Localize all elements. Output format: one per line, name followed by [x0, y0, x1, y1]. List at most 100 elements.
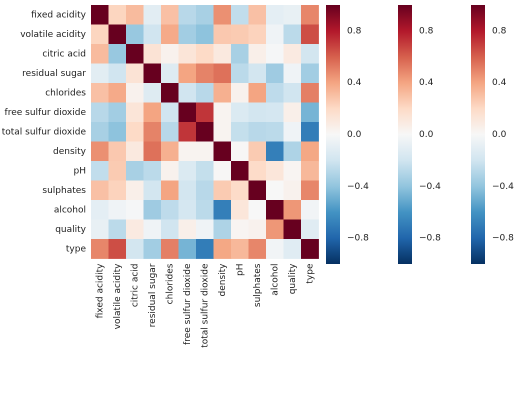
heatmap-cell-total-sulfur-dioxide-fixed-acidity [91, 122, 109, 142]
x-tick-label-volatile-acidity: volatile acidity [113, 263, 123, 329]
heatmap-cell-sulphates-free-sulfur-dioxide [178, 180, 197, 201]
x-tick-label-sulphates: sulphates [253, 263, 263, 307]
heatmap-cell-citric-acid-quality [283, 44, 302, 64]
heatmap-cell-volatile-acidity-type [301, 24, 319, 45]
heatmap-cell-citric-acid-pH [231, 44, 249, 64]
y-tick-label-free-sulfur-dioxide: free sulfur dioxide [5, 108, 87, 118]
x-tick-label-quality: quality [288, 263, 298, 294]
x-tick-label-free-sulfur-dioxide: free sulfur dioxide [183, 263, 193, 345]
heatmap-cell-free-sulfur-dioxide-quality [283, 102, 302, 123]
heatmap-cell-chlorides-free-sulfur-dioxide [178, 83, 197, 103]
heatmap-cell-total-sulfur-dioxide-alcohol [266, 122, 284, 142]
heatmap-cell-alcohol-volatile-acidity [108, 200, 127, 220]
heatmap-cell-total-sulfur-dioxide-density [213, 122, 232, 142]
heatmap-cell-quality-residual-sugar [143, 219, 162, 240]
heatmap-cell-sulphates-pH [231, 180, 249, 201]
heatmap-cell-citric-acid-total-sulfur-dioxide [196, 44, 214, 64]
colorbar-2 [398, 5, 412, 264]
x-axis-labels: fixed acidity volatile acidity citric acid… [95, 263, 315, 348]
heatmap-cell-volatile-acidity-total-sulfur-dioxide [196, 24, 214, 45]
y-axis-labels: fixed acidity volatile acidity citric acid… [2, 10, 87, 254]
heatmap-cell-density-alcohol [266, 141, 284, 162]
heatmap-cell-volatile-acidity-volatile-acidity [108, 24, 127, 45]
heatmap-cell-free-sulfur-dioxide-free-sulfur-dioxide [178, 102, 197, 123]
heatmap-cell-fixed-acidity-total-sulfur-dioxide [196, 5, 214, 25]
heatmap-cell-density-density [213, 141, 232, 162]
heatmap-cell-volatile-acidity-quality [283, 24, 302, 45]
heatmap-cell-fixed-acidity-density [213, 5, 232, 25]
heatmap-cell-sulphates-quality [283, 180, 302, 201]
colorbar-3 [471, 5, 485, 264]
heatmap-cell-fixed-acidity-free-sulfur-dioxide [178, 5, 197, 25]
heatmap-cell-free-sulfur-dioxide-density [213, 102, 232, 123]
heatmap-cell-volatile-acidity-citric-acid [126, 24, 144, 45]
heatmap-cell-pH-quality [283, 161, 302, 181]
heatmap-cell-type-total-sulfur-dioxide [196, 239, 214, 259]
heatmap-cell-total-sulfur-dioxide-total-sulfur-dioxide [196, 122, 214, 142]
x-tick-label-chlorides: chlorides [165, 263, 175, 304]
heatmap-cell-density-sulphates [248, 141, 267, 162]
heatmap-cell-chlorides-pH [231, 83, 249, 103]
heatmap-cell-citric-acid-sulphates [248, 44, 267, 64]
heatmap-cell-quality-pH [231, 219, 249, 240]
heatmap-cell-free-sulfur-dioxide-residual-sugar [143, 102, 162, 123]
colorbar-3-tick-label: 0.0 [492, 130, 507, 140]
heatmap-cell-type-type [301, 239, 319, 259]
heatmap-cell-sulphates-total-sulfur-dioxide [196, 180, 214, 201]
heatmap-cell-density-total-sulfur-dioxide [196, 141, 214, 162]
x-tick-label-density: density [218, 263, 228, 297]
colorbar-3-tick-label: −0.4 [492, 182, 514, 192]
heatmap-cell-alcohol-free-sulfur-dioxide [178, 200, 197, 220]
heatmap-cell-alcohol-density [213, 200, 232, 220]
heatmap-cell-total-sulfur-dioxide-free-sulfur-dioxide [178, 122, 197, 142]
heatmap-cell-alcohol-total-sulfur-dioxide [196, 200, 214, 220]
heatmap-cell-pH-citric-acid [126, 161, 144, 181]
heatmap-cell-fixed-acidity-type [301, 5, 319, 25]
y-tick-label-density: density [53, 147, 87, 157]
y-tick-label-pH: pH [74, 166, 86, 176]
heatmap-cell-chlorides-residual-sugar [143, 83, 162, 103]
heatmap-cell-chlorides-chlorides [161, 83, 179, 103]
heatmap-cell-pH-alcohol [266, 161, 284, 181]
heatmap-cell-citric-acid-alcohol [266, 44, 284, 64]
heatmap-cell-pH-chlorides [161, 161, 179, 181]
y-tick-label-chlorides: chlorides [45, 88, 86, 98]
y-tick-label-fixed-acidity: fixed acidity [31, 10, 87, 20]
heatmap-cell-density-pH [231, 141, 249, 162]
heatmap-cell-residual-sugar-fixed-acidity [91, 63, 109, 84]
heatmap-cell-free-sulfur-dioxide-total-sulfur-dioxide [196, 102, 214, 123]
heatmap-cell-fixed-acidity-chlorides [161, 5, 179, 25]
heatmap-cell-citric-acid-residual-sugar [143, 44, 162, 64]
heatmap-cell-quality-density [213, 219, 232, 240]
x-tick-label-citric-acid: citric acid [130, 264, 140, 308]
y-tick-label-quality: quality [55, 225, 86, 235]
colorbar-1-tick-label: −0.4 [347, 182, 369, 192]
heatmap-cell-volatile-acidity-density [213, 24, 232, 45]
heatmap-cell-fixed-acidity-fixed-acidity [91, 5, 109, 25]
heatmap-cell-citric-acid-citric-acid [126, 44, 144, 64]
heatmap-cell-type-fixed-acidity [91, 239, 109, 259]
heatmap-cell-residual-sugar-quality [283, 63, 302, 84]
heatmap-cell-pH-sulphates [248, 161, 267, 181]
heatmap-cell-density-volatile-acidity [108, 141, 127, 162]
heatmap-cell-residual-sugar-density [213, 63, 232, 84]
y-tick-label-residual-sugar: residual sugar [22, 69, 86, 79]
heatmap-cell-pH-density [213, 161, 232, 181]
heatmap-cells [91, 5, 319, 259]
heatmap-cell-citric-acid-density [213, 44, 232, 64]
colorbar-2-tick-label: 0.8 [419, 26, 434, 36]
heatmap-cell-type-alcohol [266, 239, 284, 259]
heatmap-cell-sulphates-citric-acid [126, 180, 144, 201]
heatmap-cell-pH-pH [231, 161, 249, 181]
heatmap-cell-residual-sugar-citric-acid [126, 63, 144, 84]
x-tick-label-residual-sugar: residual sugar [148, 263, 158, 327]
heatmap-cell-volatile-acidity-sulphates [248, 24, 267, 45]
heatmap-cell-density-citric-acid [126, 141, 144, 162]
y-tick-label-alcohol: alcohol [54, 205, 86, 215]
heatmap-cell-fixed-acidity-alcohol [266, 5, 284, 25]
colorbar-2-tick-label: −0.8 [419, 234, 441, 244]
heatmap-cell-quality-free-sulfur-dioxide [178, 219, 197, 240]
heatmap-cell-citric-acid-fixed-acidity [91, 44, 109, 64]
heatmap-cell-total-sulfur-dioxide-residual-sugar [143, 122, 162, 142]
heatmap-cell-pH-fixed-acidity [91, 161, 109, 181]
